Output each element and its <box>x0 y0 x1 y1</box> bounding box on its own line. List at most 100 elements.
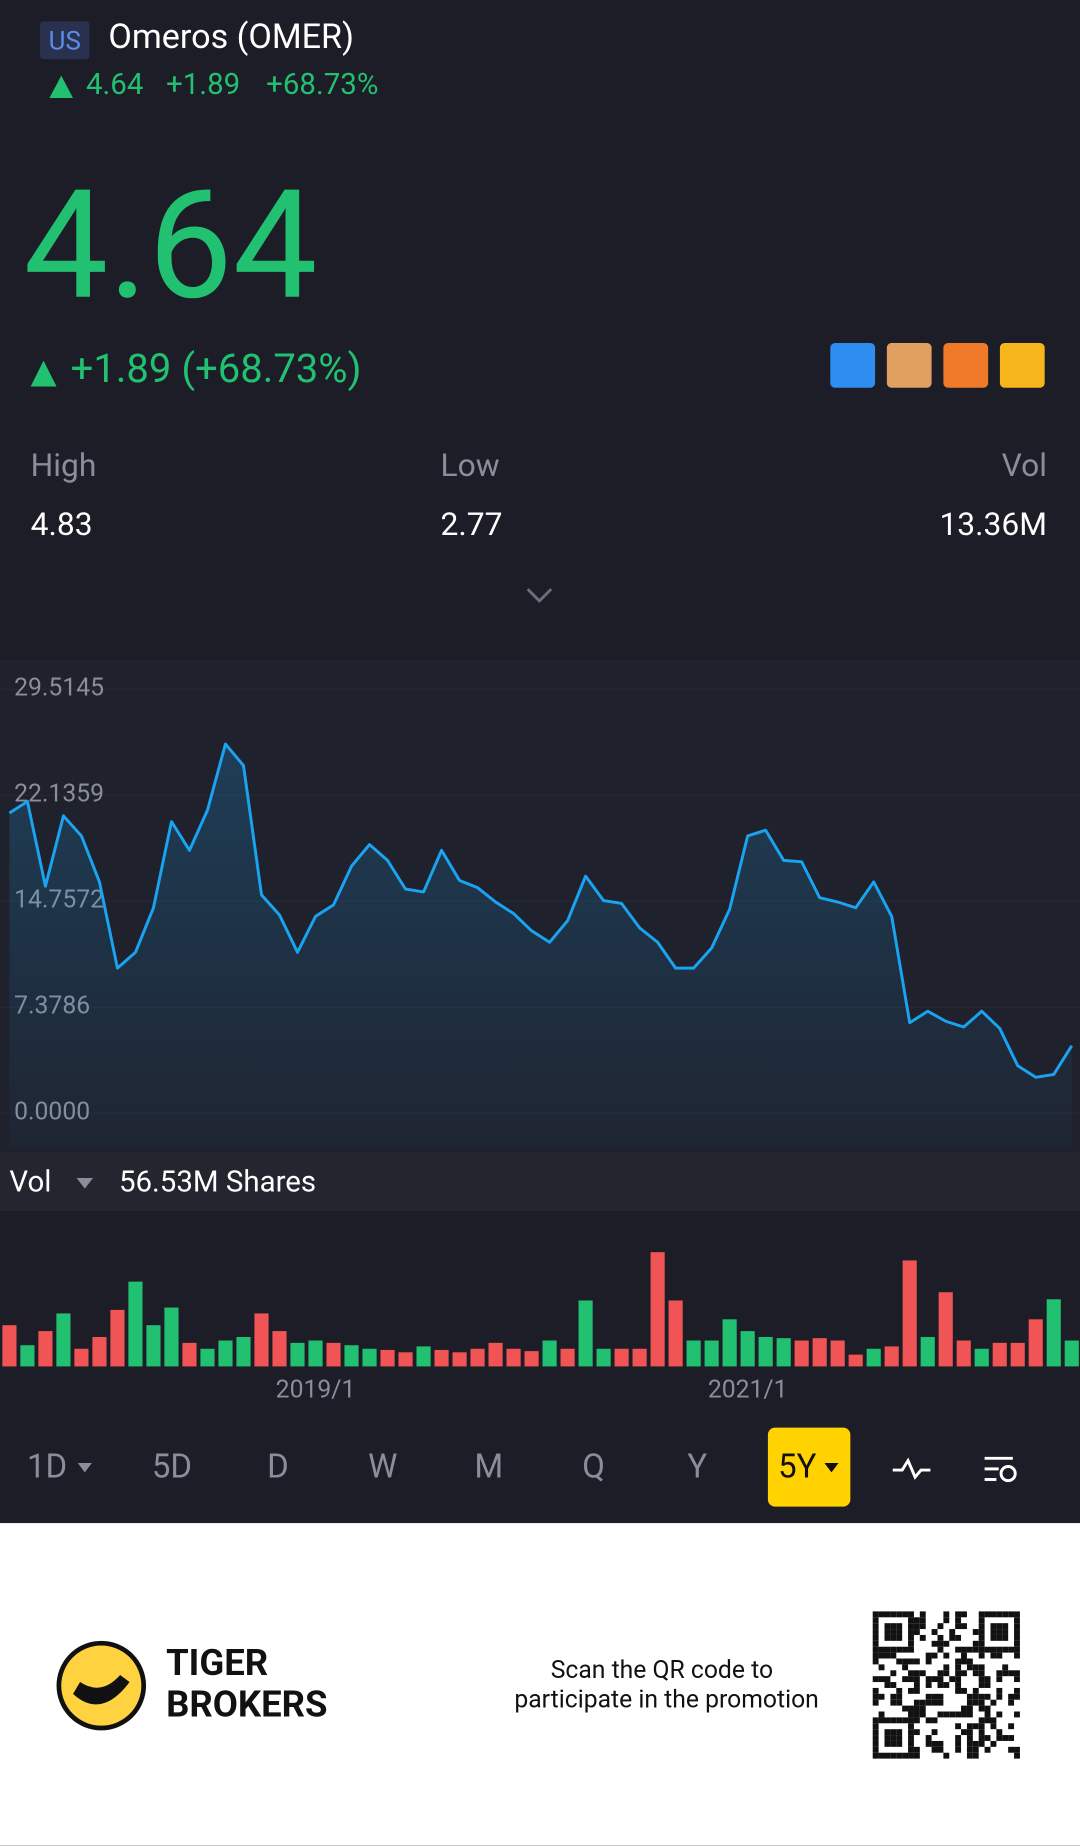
period-tab[interactable]: 5Y <box>778 1448 817 1487</box>
qr-cell <box>913 1729 920 1736</box>
qr-cell <box>931 1746 938 1753</box>
qr-cell <box>1002 1646 1009 1653</box>
qr-cell <box>896 1634 903 1641</box>
qr-cell <box>931 1629 938 1635</box>
period-tab[interactable]: M <box>474 1448 503 1487</box>
qr-cell <box>919 1699 926 1706</box>
qr-cell <box>884 1629 891 1635</box>
qr-cell <box>902 1611 909 1618</box>
qr-cell <box>913 1705 920 1712</box>
qr-cell <box>943 1711 950 1718</box>
vol-label[interactable]: Vol <box>9 1166 51 1200</box>
volume-bar <box>686 1340 701 1367</box>
qr-cell <box>902 1752 909 1759</box>
volume-bar <box>614 1348 629 1367</box>
price-line <box>8 742 1074 1079</box>
qr-cell <box>972 1687 979 1694</box>
qr-cell <box>961 1658 967 1665</box>
volume-bar <box>416 1346 431 1367</box>
volume-bar <box>1010 1342 1025 1367</box>
volume-bar <box>722 1319 737 1367</box>
volume-bar <box>470 1348 485 1367</box>
volume-bar <box>38 1331 53 1367</box>
area <box>9 744 1072 1149</box>
qr-cell <box>896 1687 903 1694</box>
dropdown-arrow[interactable] <box>76 1177 94 1189</box>
qr-cell <box>890 1623 897 1630</box>
indicator-icon[interactable] <box>892 1457 931 1480</box>
promo-text: participate in the promotion <box>514 1685 818 1714</box>
qr-cell <box>996 1735 1003 1741</box>
qr-cell <box>966 1658 973 1665</box>
qr-cell <box>955 1670 962 1677</box>
qr-cell <box>955 1723 962 1730</box>
qr-cell <box>890 1740 897 1747</box>
volume-bar <box>578 1300 593 1367</box>
qr-cell <box>931 1740 938 1747</box>
volume-bar <box>506 1348 521 1367</box>
qr-cell <box>884 1646 891 1653</box>
qr-cell <box>990 1623 997 1630</box>
qr-cell <box>943 1664 950 1671</box>
qr-cell <box>908 1711 914 1718</box>
qr-cell <box>978 1740 985 1747</box>
qr-cell <box>943 1652 950 1659</box>
qr-cell <box>872 1740 879 1747</box>
period-tab[interactable]: W <box>368 1448 397 1487</box>
qr-cell <box>955 1617 962 1624</box>
qr-cell <box>966 1746 973 1753</box>
qr-cell <box>966 1699 973 1706</box>
qr-cell <box>966 1752 973 1759</box>
qr-cell <box>925 1693 932 1700</box>
period-tab[interactable]: D <box>267 1448 289 1487</box>
volume-bar <box>434 1349 449 1367</box>
expand-chevron[interactable] <box>526 588 553 603</box>
active-tab-bg <box>767 1427 851 1507</box>
qr-cell <box>908 1634 914 1641</box>
volume-bar <box>776 1338 791 1367</box>
qr-cell <box>872 1723 879 1730</box>
stat-value: 2.77 <box>440 506 502 543</box>
qr-cell <box>913 1687 920 1694</box>
period-tab[interactable]: Q <box>582 1448 605 1487</box>
volume-bar <box>74 1348 89 1367</box>
qr-cell <box>919 1670 926 1677</box>
qr-cell <box>966 1664 973 1671</box>
period-tab[interactable]: 1D <box>27 1448 67 1487</box>
volume-bar <box>290 1342 305 1367</box>
qr-cell <box>996 1670 1003 1677</box>
qr-cell <box>990 1740 997 1747</box>
qr-cell <box>884 1735 891 1741</box>
qr-cell <box>896 1735 903 1741</box>
qr-cell <box>890 1682 897 1688</box>
qr-cell <box>1014 1752 1020 1759</box>
qr-cell <box>1002 1623 1009 1630</box>
header-change: +1.89 <box>166 68 240 102</box>
qr-cell <box>990 1699 997 1706</box>
qr-cell <box>1014 1711 1020 1718</box>
qr-cell <box>908 1740 914 1747</box>
volume-bar <box>92 1336 107 1367</box>
qr-cell <box>996 1646 1003 1653</box>
qr-cell <box>978 1634 985 1641</box>
qr-cell <box>972 1723 979 1730</box>
qr-cell <box>961 1711 967 1718</box>
qr-cell <box>996 1711 1003 1718</box>
qr-cell <box>925 1658 932 1665</box>
volume-bar <box>992 1342 1007 1367</box>
volume-bar <box>704 1340 719 1367</box>
icon <box>999 342 1045 388</box>
qr-cell <box>890 1729 897 1736</box>
qr-cell <box>878 1711 885 1718</box>
stat-label: Vol <box>1002 447 1047 484</box>
qr-cell <box>884 1752 891 1759</box>
volume-bar <box>326 1342 341 1367</box>
qr-cell <box>908 1640 914 1647</box>
qr-cell <box>955 1664 962 1671</box>
qr-cell <box>872 1623 879 1630</box>
settings-icon[interactable] <box>984 1456 1017 1483</box>
period-tab[interactable]: Y <box>687 1448 707 1487</box>
period-tab[interactable]: 5D <box>152 1448 192 1487</box>
header-percent: +68.73% <box>266 68 378 102</box>
qr-cell <box>896 1699 903 1706</box>
